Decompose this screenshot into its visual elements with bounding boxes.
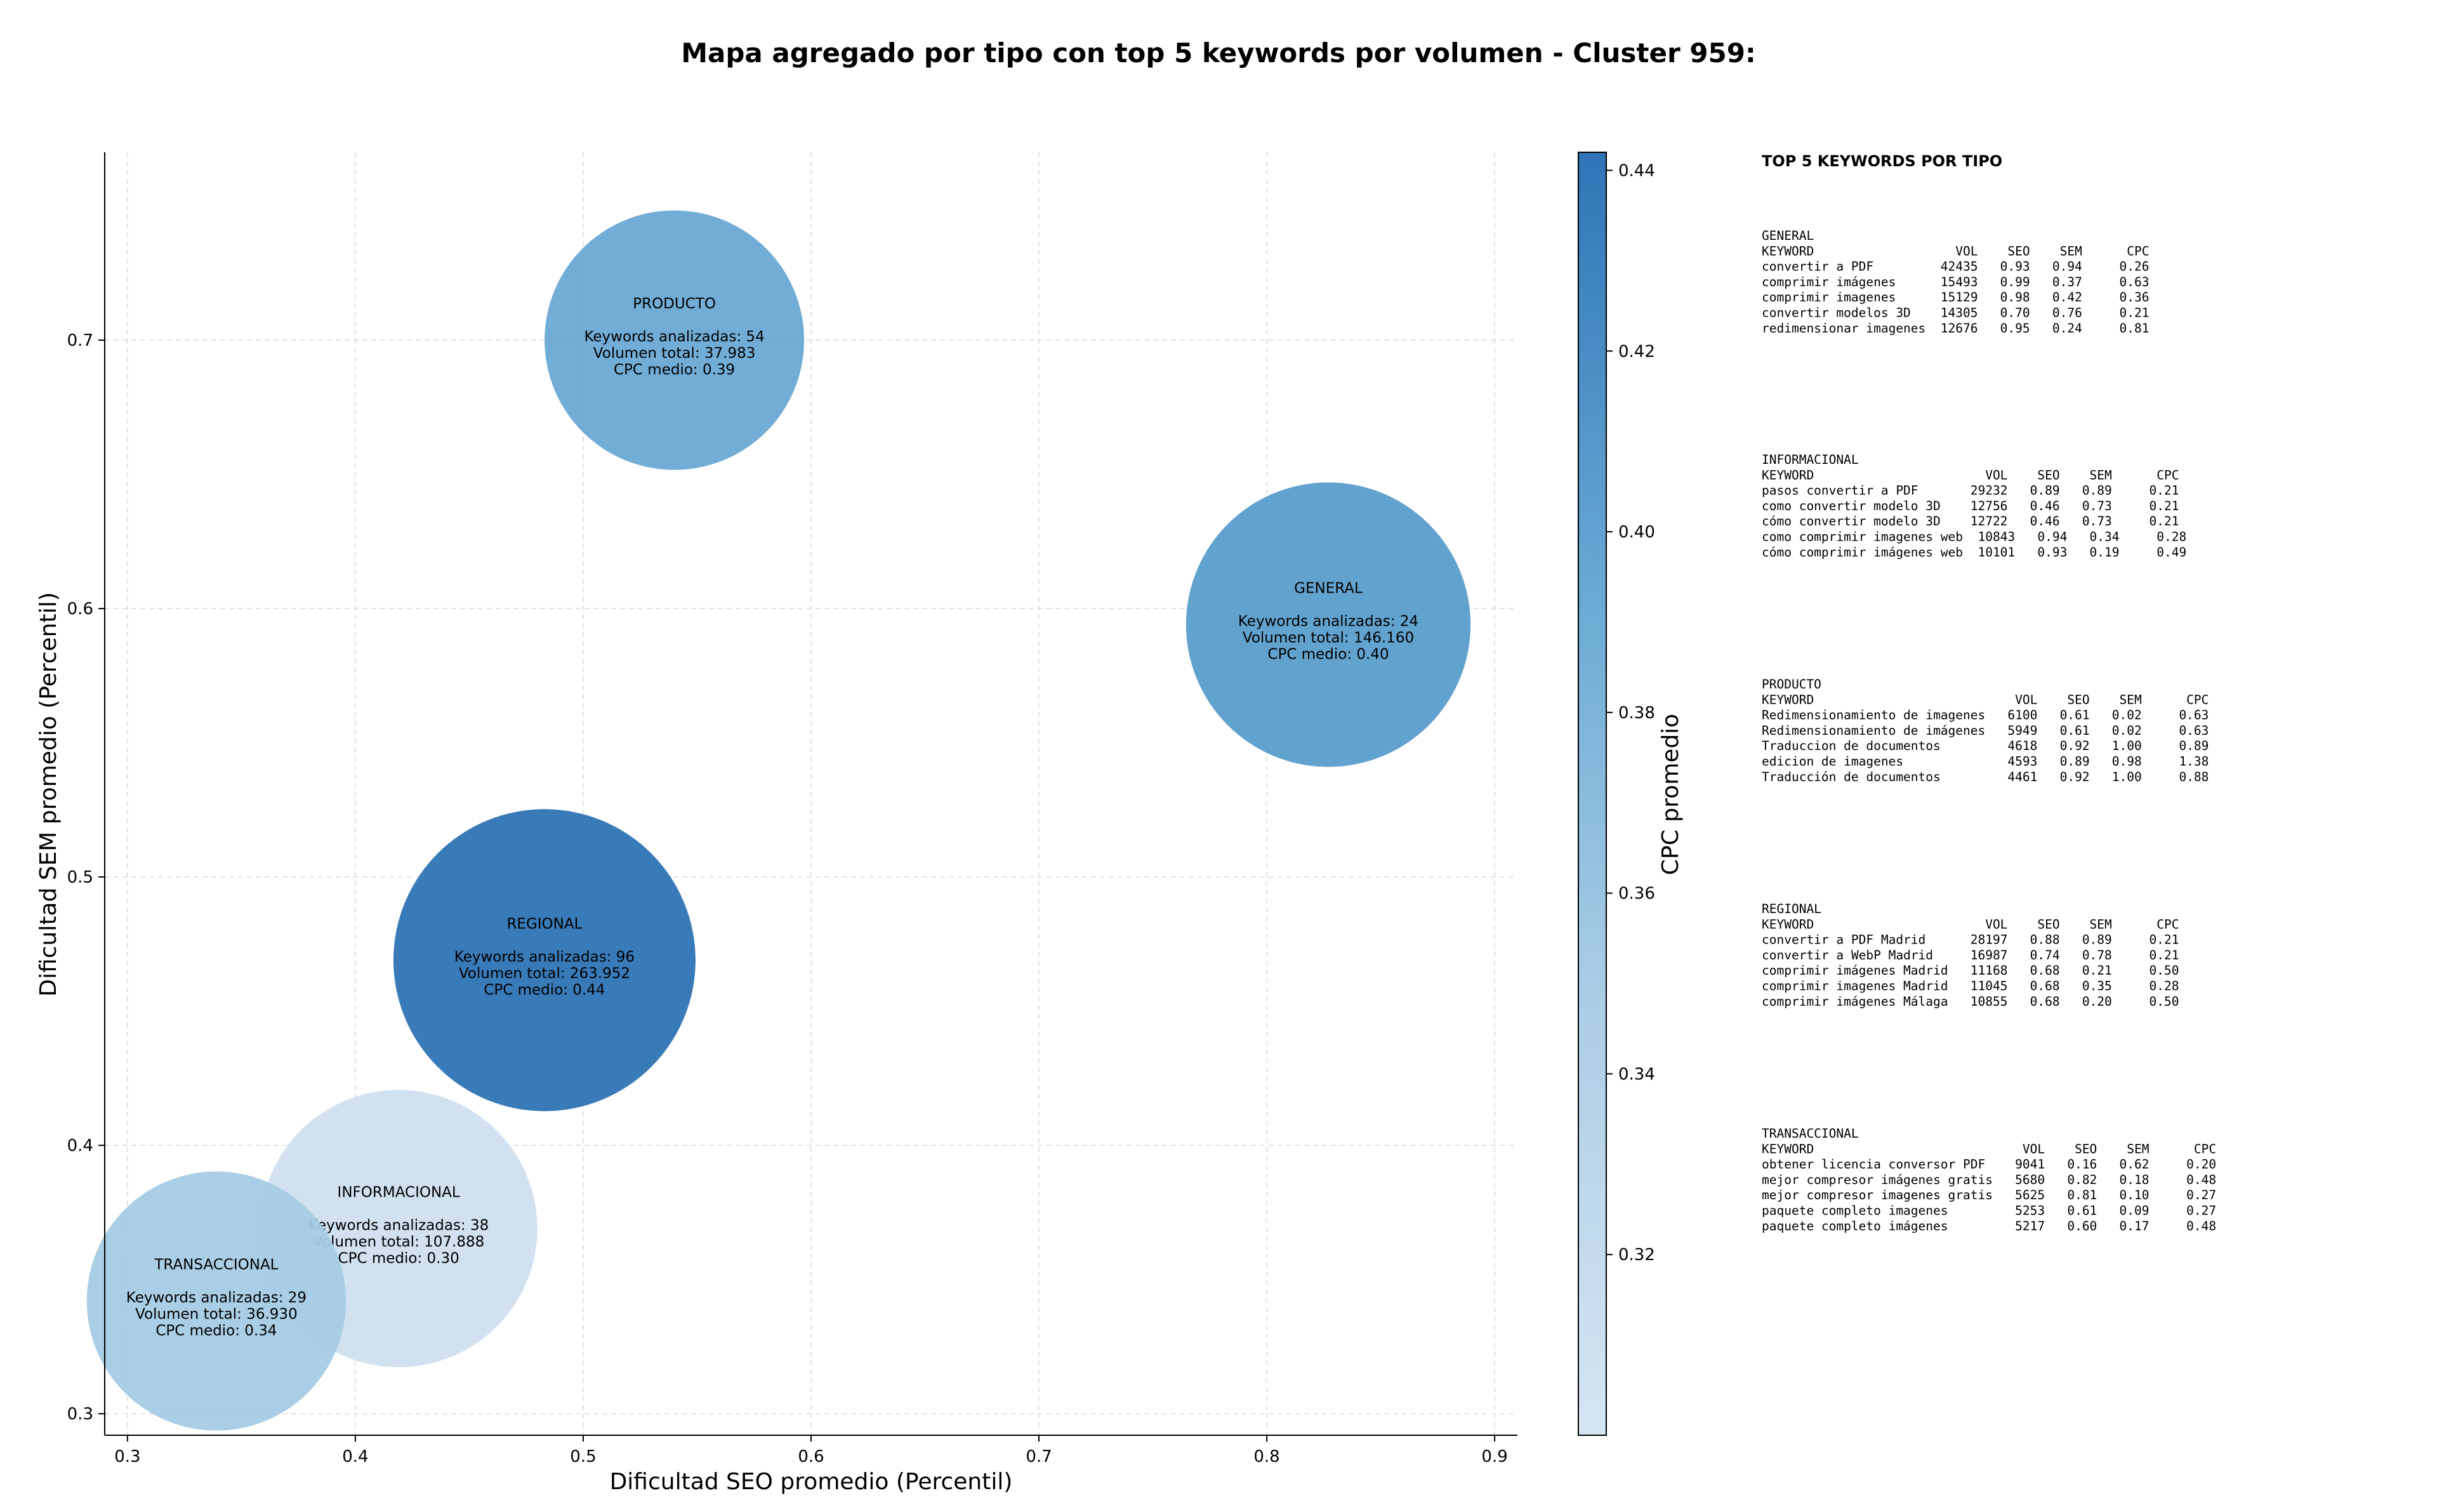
x-tick-label: 0.6: [798, 1447, 824, 1466]
keyword-table-row: convertir a PDF 42435 0.93 0.94 0.26: [1762, 260, 2149, 274]
keyword-table-row: pasos convertir a PDF 29232 0.89 0.89 0.…: [1762, 483, 2179, 498]
keyword-table-row: Redimensionamiento de imágenes 5949 0.61…: [1762, 723, 2209, 738]
bubble-label-line2: Volumen total: 37.983: [593, 345, 756, 362]
keyword-table-row: redimensionar imagenes 12676 0.95 0.24 0…: [1762, 321, 2149, 336]
keyword-table-row: convertir a PDF Madrid 28197 0.88 0.89 0…: [1762, 933, 2179, 947]
y-tick-label: 0.6: [67, 600, 93, 619]
bubble-label-line2: Volumen total: 36.930: [135, 1306, 298, 1322]
keyword-table-row: como convertir modelo 3D 12756 0.46 0.73…: [1762, 499, 2179, 513]
keyword-table-row: comprimir imagenes Madrid 11045 0.68 0.3…: [1762, 979, 2179, 994]
colorbar-tick-label: 0.42: [1618, 342, 1655, 361]
keyword-table-row: mejor compresor imagenes gratis 5625 0.8…: [1762, 1188, 2216, 1202]
axis-ticks: 0.3 0.4 0.5 0.6 0.7 0.8 0.9 0.3 0.4 0.5 0.6 0.7: [67, 331, 1508, 1466]
bubble-label-line1: Keywords analizadas: 54: [584, 329, 764, 345]
x-tick-label: 0.9: [1481, 1447, 1507, 1466]
bubble-label-line3: CPC medio: 0.39: [614, 362, 735, 378]
y-tick-label: 0.3: [67, 1405, 93, 1424]
keyword-table-row: Traduccion de documentos 4618 0.92 1.00 …: [1762, 739, 2209, 753]
keyword-table-row: obtener licencia conversor PDF 9041 0.16…: [1762, 1157, 2216, 1172]
keyword-table-row: comprimir imágenes Madrid 11168 0.68 0.2…: [1762, 963, 2179, 978]
bubble-circle: [393, 809, 696, 1112]
keyword-table-title: PRODUCTO: [1762, 677, 1821, 692]
bubble-label-line1: Keywords analizadas: 38: [308, 1217, 489, 1233]
bubble-circle: [86, 1171, 347, 1431]
keyword-table-row: comprimir imagenes 15129 0.98 0.42 0.36: [1762, 290, 2149, 305]
bubble-transaccional: TRANSACCIONAL Keywords analizadas: 29Volu…: [86, 1171, 347, 1431]
keyword-table-row: convertir modelos 3D 14305 0.70 0.76 0.2…: [1762, 306, 2149, 320]
bubble-label-line2: Volumen total: 263.952: [459, 965, 630, 982]
keyword-table-row: cómo convertir modelo 3D 12722 0.46 0.73…: [1762, 514, 2179, 529]
keyword-table-header: KEYWORD VOL SEO SEM CPC: [1762, 917, 2179, 931]
colorbar: [1578, 152, 1607, 1436]
y-axis-label: Dificultad SEM promedio (Percentil): [36, 592, 62, 997]
keyword-table-row: Redimensionamiento de imagenes 6100 0.61…: [1762, 708, 2209, 723]
colorbar-ticks: 0.32 0.34 0.36 0.38 0.40 0.42 0.44: [1606, 161, 1655, 1265]
x-tick-label: 0.3: [114, 1447, 140, 1466]
bubble-label-name: GENERAL: [1294, 581, 1363, 597]
keyword-table-row: Traducción de documentos 4461 0.92 1.00 …: [1762, 770, 2209, 784]
keyword-table-row: cómo comprimir imágenes web 10101 0.93 0…: [1762, 545, 2186, 560]
x-tick-label: 0.8: [1253, 1447, 1279, 1466]
colorbar-label: CPC promedio: [1658, 714, 1684, 875]
keyword-table-row: mejor compresor imágenes gratis 5680 0.8…: [1762, 1173, 2216, 1187]
colorbar-tick-label: 0.40: [1618, 523, 1655, 542]
colorbar-tick-label: 0.38: [1618, 704, 1655, 723]
y-tick-label: 0.7: [67, 331, 93, 350]
chart-title: Mapa agregado por tipo con top 5 keyword…: [681, 37, 1756, 69]
colorbar-tick-label: 0.34: [1618, 1065, 1655, 1084]
bubble-label-line2: Volumen total: 107.888: [313, 1233, 484, 1250]
bubble-label-line1: Keywords analizadas: 96: [454, 949, 635, 965]
keyword-table-row: comprimir imágenes 15493 0.99 0.37 0.63: [1762, 275, 2149, 289]
bubble-label-line3: CPC medio: 0.44: [484, 982, 605, 998]
x-tick-label: 0.4: [342, 1447, 368, 1466]
x-tick-label: 0.7: [1026, 1447, 1052, 1466]
keyword-table-title: REGIONAL: [1762, 902, 1821, 916]
bubble-label-line3: CPC medio: 0.40: [1267, 647, 1389, 663]
keyword-table-row: como comprimir imagenes web 10843 0.94 0…: [1762, 530, 2186, 544]
x-axis-label: Dificultad SEO promedio (Percentil): [610, 1469, 1013, 1495]
keyword-table-header: KEYWORD VOL SEO SEM CPC: [1762, 1141, 2216, 1156]
bubble-label-name: PRODUCTO: [633, 296, 716, 312]
keyword-table-header: KEYWORD VOL SEO SEM CPC: [1762, 244, 2149, 258]
colorbar-tick-label: 0.44: [1618, 161, 1655, 180]
keyword-table-header: KEYWORD VOL SEO SEM CPC: [1762, 468, 2179, 482]
keyword-table-row: paquete completo imágenes 5217 0.60 0.17…: [1762, 1219, 2216, 1233]
bubble-label-line1: Keywords analizadas: 29: [126, 1289, 307, 1306]
bubble-label-name: TRANSACCIONAL: [154, 1256, 278, 1273]
keyword-table-header: KEYWORD VOL SEO SEM CPC: [1762, 692, 2209, 707]
y-tick-label: 0.4: [67, 1136, 93, 1155]
keyword-table-row: paquete completo imagenes 5253 0.61 0.09…: [1762, 1204, 2216, 1218]
keyword-table-title: INFORMACIONAL: [1762, 452, 1859, 467]
y-tick-label: 0.5: [67, 868, 93, 887]
x-tick-label: 0.5: [570, 1447, 596, 1466]
bubble-circle: [545, 210, 805, 470]
bubble-circle: [1185, 482, 1471, 767]
bubble-label-line2: Volumen total: 146.160: [1243, 630, 1414, 647]
bubble-label-line1: Keywords analizadas: 24: [1238, 614, 1418, 630]
bubble-label-line3: CPC medio: 0.34: [155, 1322, 277, 1339]
keyword-table-title: TRANSACCIONAL: [1762, 1126, 1859, 1141]
colorbar-tick-label: 0.32: [1618, 1246, 1655, 1265]
keyword-table-title: GENERAL: [1762, 228, 1814, 243]
keyword-table-row: comprimir imágenes Málaga 10855 0.68 0.2…: [1762, 994, 2179, 1009]
side-panel-title: TOP 5 KEYWORDS POR TIPO: [1762, 152, 2002, 170]
bubble-label-line3: CPC medio: 0.30: [338, 1250, 459, 1266]
colorbar-tick-label: 0.36: [1618, 884, 1655, 904]
keyword-table-row: edicion de imagenes 4593 0.89 0.98 1.38: [1762, 754, 2209, 769]
bubble-label-name: REGIONAL: [506, 916, 582, 932]
bubble-label-name: INFORMACIONAL: [338, 1184, 460, 1200]
keyword-table-row: convertir a WebP Madrid 16987 0.74 0.78 …: [1762, 948, 2179, 963]
